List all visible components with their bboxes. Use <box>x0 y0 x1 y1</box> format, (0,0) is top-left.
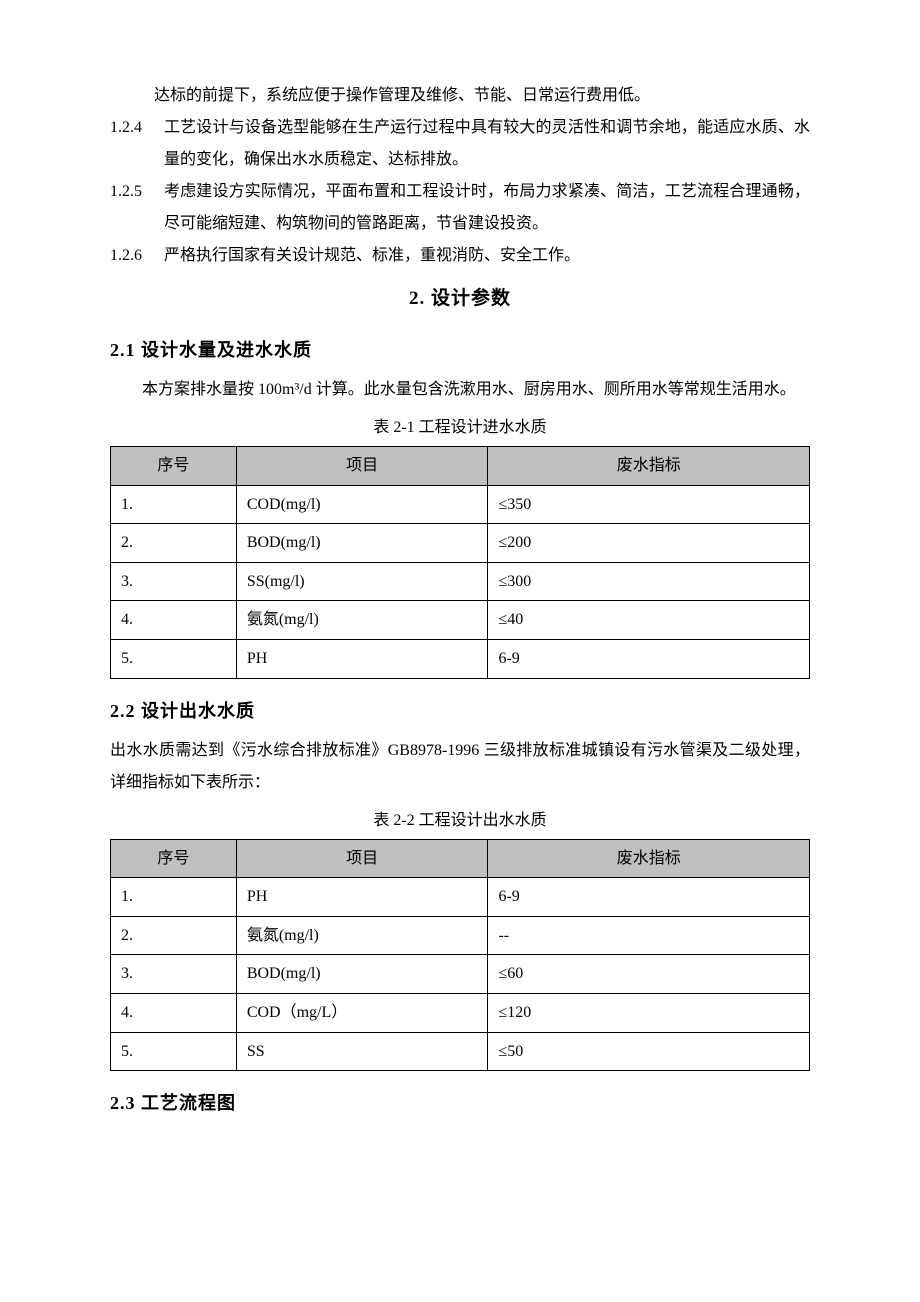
cell-item: COD(mg/l) <box>236 485 488 524</box>
item-continuation: 达标的前提下，系统应便于操作管理及维修、节能、日常运行费用低。 <box>110 80 810 112</box>
list-item-126: 1.2.6 严格执行国家有关设计规范、标准，重视消防、安全工作。 <box>110 240 810 272</box>
cell-item: BOD(mg/l) <box>236 955 488 994</box>
cell-item: SS <box>236 1032 488 1071</box>
item-number: 1.2.4 <box>110 112 164 176</box>
table-row: 4. COD（mg/L） ≤120 <box>111 993 810 1032</box>
cell-val: ≤350 <box>488 485 810 524</box>
table-21-caption: 表 2-1 工程设计进水水质 <box>110 412 810 444</box>
table-row: 1. PH 6-9 <box>111 878 810 917</box>
item-number: 1.2.6 <box>110 240 164 272</box>
th-seq: 序号 <box>111 447 237 486</box>
th-val: 废水指标 <box>488 447 810 486</box>
table-header-row: 序号 项目 废水指标 <box>111 447 810 486</box>
cell-item: COD（mg/L） <box>236 993 488 1032</box>
cell-item: SS(mg/l) <box>236 562 488 601</box>
cell-val: ≤40 <box>488 601 810 640</box>
cell-item: PH <box>236 878 488 917</box>
cell-val: -- <box>488 916 810 955</box>
th-item: 项目 <box>236 839 488 878</box>
body-22: 出水水质需达到《污水综合排放标准》GB8978-1996 三级排放标准城镇设有污… <box>110 735 810 799</box>
cell-val: 6-9 <box>488 878 810 917</box>
table-row: 5. SS ≤50 <box>111 1032 810 1071</box>
cell-item: BOD(mg/l) <box>236 524 488 563</box>
item-text: 工艺设计与设备选型能够在生产运行过程中具有较大的灵活性和调节余地，能适应水质、水… <box>164 112 810 176</box>
cell-val: ≤60 <box>488 955 810 994</box>
item-text: 考虑建设方实际情况，平面布置和工程设计时，布局力求紧凑、简洁，工艺流程合理通畅，… <box>164 176 810 240</box>
item-number: 1.2.5 <box>110 176 164 240</box>
cell-val: ≤200 <box>488 524 810 563</box>
table-row: 1. COD(mg/l) ≤350 <box>111 485 810 524</box>
table-row: 5. PH 6-9 <box>111 639 810 678</box>
cell-seq: 1. <box>111 485 237 524</box>
table-row: 3. BOD(mg/l) ≤60 <box>111 955 810 994</box>
table-row: 4. 氨氮(mg/l) ≤40 <box>111 601 810 640</box>
table-22-caption: 表 2-2 工程设计出水水质 <box>110 805 810 837</box>
cell-seq: 5. <box>111 639 237 678</box>
table-row: 3. SS(mg/l) ≤300 <box>111 562 810 601</box>
cell-seq: 3. <box>111 955 237 994</box>
cell-item: 氨氮(mg/l) <box>236 916 488 955</box>
cell-val: 6-9 <box>488 639 810 678</box>
section-title-2: 2. 设计参数 <box>110 280 810 318</box>
table-row: 2. BOD(mg/l) ≤200 <box>111 524 810 563</box>
cell-seq: 2. <box>111 916 237 955</box>
cell-val: ≤50 <box>488 1032 810 1071</box>
th-val: 废水指标 <box>488 839 810 878</box>
table-22: 序号 项目 废水指标 1. PH 6-9 2. 氨氮(mg/l) -- 3. B… <box>110 839 810 1072</box>
table-header-row: 序号 项目 废水指标 <box>111 839 810 878</box>
list-item-125: 1.2.5 考虑建设方实际情况，平面布置和工程设计时，布局力求紧凑、简洁，工艺流… <box>110 176 810 240</box>
th-item: 项目 <box>236 447 488 486</box>
list-item-124: 1.2.4 工艺设计与设备选型能够在生产运行过程中具有较大的灵活性和调节余地，能… <box>110 112 810 176</box>
cell-seq: 2. <box>111 524 237 563</box>
table-row: 2. 氨氮(mg/l) -- <box>111 916 810 955</box>
subsection-23: 2.3 工艺流程图 <box>110 1085 810 1121</box>
item-text: 严格执行国家有关设计规范、标准，重视消防、安全工作。 <box>164 240 810 272</box>
cell-val: ≤120 <box>488 993 810 1032</box>
cell-seq: 5. <box>111 1032 237 1071</box>
cell-val: ≤300 <box>488 562 810 601</box>
th-seq: 序号 <box>111 839 237 878</box>
cell-item: PH <box>236 639 488 678</box>
cell-seq: 4. <box>111 601 237 640</box>
cell-item: 氨氮(mg/l) <box>236 601 488 640</box>
table-21: 序号 项目 废水指标 1. COD(mg/l) ≤350 2. BOD(mg/l… <box>110 446 810 679</box>
cell-seq: 4. <box>111 993 237 1032</box>
subsection-22: 2.2 设计出水水质 <box>110 693 810 729</box>
body-21: 本方案排水量按 100m³/d 计算。此水量包含洗漱用水、厨房用水、厕所用水等常… <box>110 374 810 406</box>
cell-seq: 3. <box>111 562 237 601</box>
cell-seq: 1. <box>111 878 237 917</box>
subsection-21: 2.1 设计水量及进水水质 <box>110 332 810 368</box>
